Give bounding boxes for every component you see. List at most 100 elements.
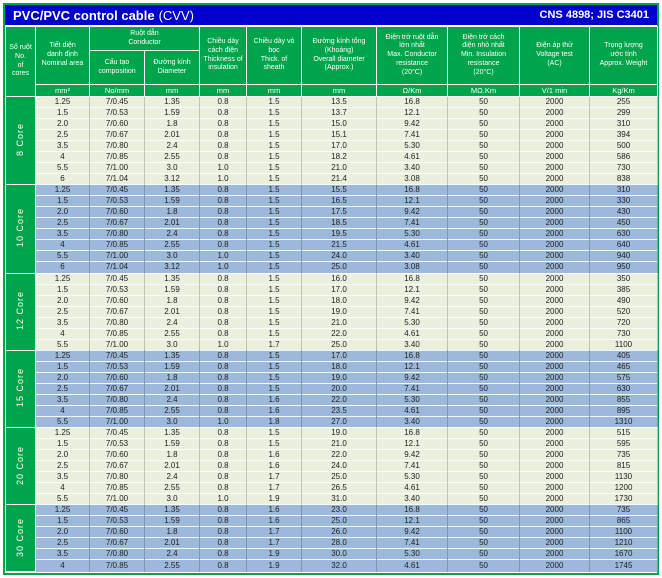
table-cell: 3.5: [35, 228, 90, 240]
table-row: 2.0 7/0.60 1.8 0.8 1.6 22.0 9.42 50 2000 735: [6, 448, 659, 461]
page-title-suffix: (CVV): [158, 7, 194, 23]
table-cell: 7/0.85: [89, 404, 145, 417]
table-cell: 1.5: [246, 316, 303, 329]
table-cell: 0.8: [199, 239, 248, 251]
table-cell: 2.01: [144, 382, 201, 395]
table-cell: 2000: [519, 338, 591, 351]
table-cell: 865: [589, 515, 659, 527]
table-cell: 0.8: [199, 316, 248, 329]
table-cell: 2000: [519, 184, 591, 196]
core-group-label-text: 10 Core: [15, 208, 25, 248]
table-cell: 2000: [519, 537, 591, 549]
table-cell: 0.8: [199, 482, 248, 494]
table-row: 12 Core 1.25 7/0.45 1.35 0.8 1.5 16.0 16.8 50 200…: [5, 272, 659, 351]
table-cell: 2.55: [144, 559, 201, 572]
table-cell: 4: [35, 151, 90, 163]
unit-cell: Kg/Km: [589, 84, 659, 97]
table-cell: 2000: [519, 415, 591, 428]
table-cell: 2.0: [35, 448, 90, 461]
col-header-min-insulation-resistance: Điện trở cách điện nhỏ nhất Min. Insulat…: [447, 26, 521, 85]
table-cell: 1.9: [246, 493, 303, 505]
table-cell: 1.5: [35, 283, 90, 296]
table-cell: 2000: [519, 316, 591, 329]
table-cell: 2.0: [35, 526, 90, 538]
table-cell: 50: [447, 327, 521, 340]
table-cell: 7/1.00: [89, 250, 145, 262]
unit-cell: mm²: [35, 84, 90, 97]
table-row: 5.5 7/1.00 3.0 1.0 1.5 21.0 3.40 50 2000 730: [6, 162, 659, 174]
table-cell: 18.0: [301, 360, 378, 373]
col-header-composition: Cấu tạo composition: [89, 50, 145, 85]
table-cell: 640: [589, 239, 659, 251]
table-row: 3.5 7/0.80 2.4 0.8 1.5 21.0 5.30 50 2000 720: [6, 316, 659, 329]
table-cell: 730: [589, 162, 659, 174]
table-cell: 6: [35, 261, 90, 273]
table-cell: 50: [447, 349, 521, 362]
table-cell: 50: [447, 537, 521, 549]
core-group-label: 8 Core: [5, 95, 36, 186]
table-cell: 25.0: [301, 515, 378, 527]
table-row: 5.5 7/1.00 3.0 1.0 1.9 31.0 3.40 50 2000 1730: [6, 493, 659, 505]
col-header-sheath-thickness: Chiều dày vỏ bọc Thick. of sheath: [246, 26, 303, 85]
table-cell: 0.8: [199, 448, 248, 461]
table-cell: 26.0: [301, 526, 378, 538]
unit-cell: MΩ.Km: [447, 84, 521, 97]
table-cell: 1.6: [246, 504, 303, 516]
table-cell: 1.7: [246, 526, 303, 538]
table-cell: 50: [447, 559, 521, 572]
table-cell: 2.5: [35, 129, 90, 141]
table-cell: 7.41: [376, 129, 449, 141]
unit-cell: mm: [199, 84, 248, 97]
table-cell: 735: [589, 448, 659, 461]
table-cell: 1.9: [246, 548, 303, 560]
table-cell: 500: [589, 140, 659, 152]
units-row: mm² No/mm mm mm mm mm Ω/Km MΩ.Km V/1 min…: [6, 84, 659, 97]
table-cell: 12.1: [376, 107, 449, 119]
table-header: Số ruột No. of cores Tiết diện danh định…: [5, 26, 659, 97]
table-cell: 1310: [589, 415, 659, 428]
table-row: 2.0 7/0.60 1.8 0.8 1.5 17.5 9.42 50 2000 430: [6, 206, 659, 218]
table-cell: 12.1: [376, 195, 449, 207]
table-cell: 19.0: [301, 305, 378, 318]
table-cell: 5.30: [376, 471, 449, 483]
table-cell: 26.5: [301, 482, 378, 494]
table-row: 1.5 7/0.53 1.59 0.8 1.5 16.5 12.1 50 2000 330: [6, 195, 659, 207]
table-cell: 50: [447, 305, 521, 318]
table-cell: 2.0: [35, 371, 90, 384]
table-cell: 50: [447, 206, 521, 218]
table-row: 5.5 7/1.00 3.0 1.0 1.5 24.0 3.40 50 2000 940: [6, 250, 659, 262]
table-cell: 630: [589, 382, 659, 395]
table-cell: 50: [447, 404, 521, 417]
table-cell: 2000: [519, 404, 591, 417]
table-cell: 1.25: [35, 504, 90, 516]
col-header-diameter: Đường kính Diameter: [143, 50, 201, 85]
table-cell: 7/0.80: [89, 140, 145, 152]
table-cell: 2000: [519, 95, 591, 108]
table-cell: 19.0: [301, 426, 378, 439]
table-cell: 1.5: [246, 228, 303, 240]
table-cell: 1.7: [246, 338, 303, 351]
table-cell: 1.5: [35, 515, 90, 527]
table-cell: 19.0: [301, 371, 378, 384]
table-cell: 2000: [519, 559, 591, 572]
table-cell: 1.5: [246, 426, 303, 439]
table-cell: 1.5: [35, 360, 90, 373]
table-cell: 0.8: [199, 559, 248, 572]
table-cell: 2000: [519, 382, 591, 395]
table-cell: 17.5: [301, 206, 378, 218]
table-cell: 50: [447, 471, 521, 483]
table-cell: 3.0: [144, 250, 201, 262]
table-row: 2.5 7/0.67 2.01 0.8 1.5 18.5 7.41 50 2000 450: [6, 217, 659, 229]
table-cell: 50: [447, 482, 521, 494]
table-cell: 350: [589, 272, 659, 285]
table-cell: 7/1.00: [89, 493, 145, 505]
table-cell: 1.5: [246, 239, 303, 251]
table-cell: 0.8: [199, 371, 248, 384]
table-cell: 7/0.45: [89, 426, 145, 439]
table-row: 2.5 7/0.67 2.01 0.8 1.5 19.0 7.41 50 2000 520: [6, 305, 659, 318]
table-cell: 3.08: [376, 261, 449, 273]
table-cell: 7/0.60: [89, 118, 145, 130]
col-header-insulation-thickness: Chiều dày cách điện Thickness of insulat…: [199, 26, 248, 85]
table-cell: 1.0: [199, 493, 248, 505]
table-cell: 7/0.53: [89, 283, 145, 296]
